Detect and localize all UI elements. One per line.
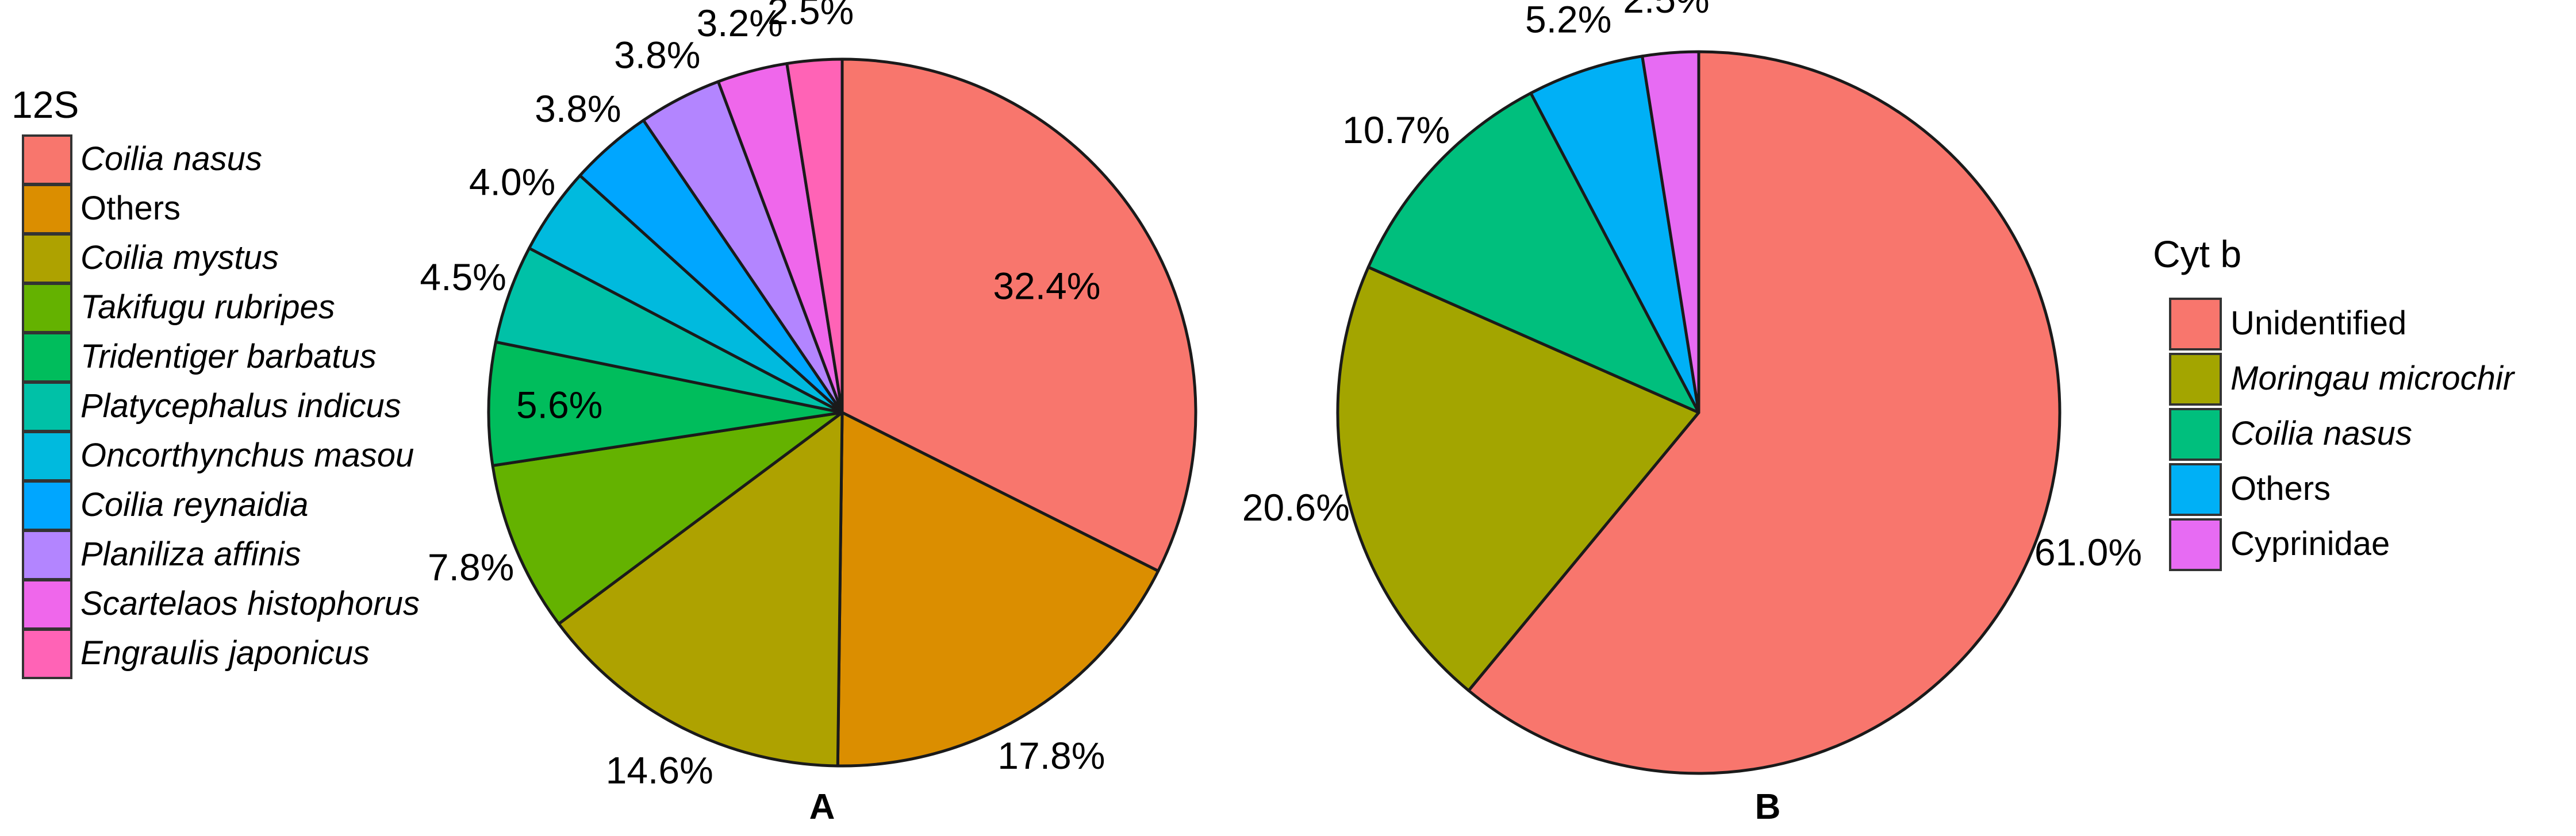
legend-label-tridentiger-barbatus: Tridentiger barbatus — [80, 338, 377, 375]
slice-label-platycephalus-indicus: 4.5% — [420, 256, 506, 298]
legend-label-coilia-nasus: Coilia nasus — [2231, 415, 2412, 452]
pie-slice-coilia-nasus — [1366, 91, 1700, 414]
legend-label-others: Others — [2231, 470, 2331, 507]
legend-label-coilia-mystus: Coilia mystus — [80, 239, 279, 276]
legend-swatch-takifugu-rubripes — [22, 283, 72, 333]
pie-slice-unidentified — [1467, 50, 2061, 775]
legend-label-platycephalus-indicus: Platycephalus indicus — [80, 387, 401, 425]
legend-swatch-planiliza-affinis — [22, 530, 72, 580]
slice-label-cyprinidae: 2.5% — [1623, 0, 1709, 21]
pie-slice-takifugu-rubripes — [491, 411, 844, 626]
slice-label-coilia-nasus: 32.4% — [993, 264, 1100, 307]
legend-label-scartelaos-histophorus: Scartelaos histophorus — [80, 585, 420, 622]
legend-label-others: Others — [80, 190, 181, 227]
slice-label-tridentiger-barbatus: 5.6% — [516, 384, 602, 426]
slice-label-scartelaos-histophorus: 3.2% — [696, 2, 782, 44]
slice-label-engraulis-japonicus: 2.5% — [767, 0, 854, 32]
pie-slice-cyprinidae — [1641, 50, 1700, 414]
legend-title: 12S — [11, 83, 79, 126]
legend-label-moringau-microchir: Moringau microchir — [2231, 360, 2516, 397]
slice-label-coilia-reynaidia: 3.8% — [535, 87, 621, 130]
legend-swatch-unidentified — [2169, 298, 2222, 350]
pie-slice-others — [1529, 55, 1700, 414]
legend-swatch-others — [22, 184, 72, 234]
slice-label-coilia-nasus: 10.7% — [1342, 109, 1450, 151]
pie-slice-coilia-nasus — [840, 57, 1197, 573]
pie-chart-b: 61.0% 20.6% 10.7% 5.2% 2.5% — [1242, 0, 2142, 775]
panel-label-a: A — [809, 787, 835, 827]
legend-swatch-coilia-nasus — [2169, 408, 2222, 461]
legend-swatch-cyprinidae — [2169, 518, 2222, 571]
legend-label-planiliza-affinis: Planiliza affinis — [80, 535, 301, 573]
legend-label-cyprinidae: Cyprinidae — [2231, 525, 2390, 563]
pie-slice-platycephalus-indicus — [494, 246, 844, 414]
legend-label-coilia-nasus: Coilia nasus — [80, 140, 262, 178]
legend-swatch-coilia-mystus — [22, 233, 72, 284]
slice-label-others: 5.2% — [1525, 0, 1611, 41]
legend-label-unidentified: Unidentified — [2231, 305, 2406, 342]
slice-label-takifugu-rubripes: 7.8% — [428, 546, 514, 588]
pie-slice-engraulis-japonicus — [785, 57, 844, 414]
legend-title: Cyt b — [2153, 233, 2241, 275]
pie-slice-coilia-mystus — [557, 411, 844, 768]
pie-chart-a: 32.4%17.8%14.6%7.8%5.6%4.5%4.0%3.8%3.8%3… — [420, 0, 1197, 792]
slice-label-planiliza-affinis: 3.8% — [614, 33, 700, 76]
slice-label-unidentified: 61.0% — [2034, 531, 2142, 573]
legend-swatch-coilia-reynaidia — [22, 480, 72, 531]
legend-swatch-engraulis-japonicus — [22, 629, 72, 679]
legend-swatch-tridentiger-barbatus — [22, 332, 72, 383]
slice-label-coilia-mystus: 14.6% — [606, 749, 713, 792]
panel-label-b: B — [1755, 787, 1781, 827]
legend-label-engraulis-japonicus: Engraulis japonicus — [80, 634, 370, 672]
pie-slice-others — [836, 411, 1160, 768]
legend-swatch-scartelaos-histophorus — [22, 579, 72, 630]
pie-slice-tridentiger-barbatus — [487, 340, 844, 467]
slice-label-moringau-microchir: 20.6% — [1242, 486, 1350, 529]
legend-swatch-moringau-microchir — [2169, 353, 2222, 406]
legend-cyt-b: Cyt b Unidentified Moringau microchir Coili… — [2153, 233, 2516, 571]
legend-swatch-platycephalus-indicus — [22, 382, 72, 432]
legend-label-oncorthynchus-masou: Oncorthynchus masou — [80, 437, 414, 474]
legend-label-coilia-reynaidia: Coilia reynaidia — [80, 486, 309, 523]
slice-label-oncorthynchus-masou: 4.0% — [469, 160, 555, 203]
legend-swatch-coilia-nasus — [22, 134, 72, 185]
legend-swatch-others — [2169, 463, 2222, 516]
slice-label-others: 17.8% — [997, 734, 1105, 777]
legend-swatch-oncorthynchus-masou — [22, 431, 72, 481]
legend-label-takifugu-rubripes: Takifugu rubripes — [80, 288, 335, 326]
